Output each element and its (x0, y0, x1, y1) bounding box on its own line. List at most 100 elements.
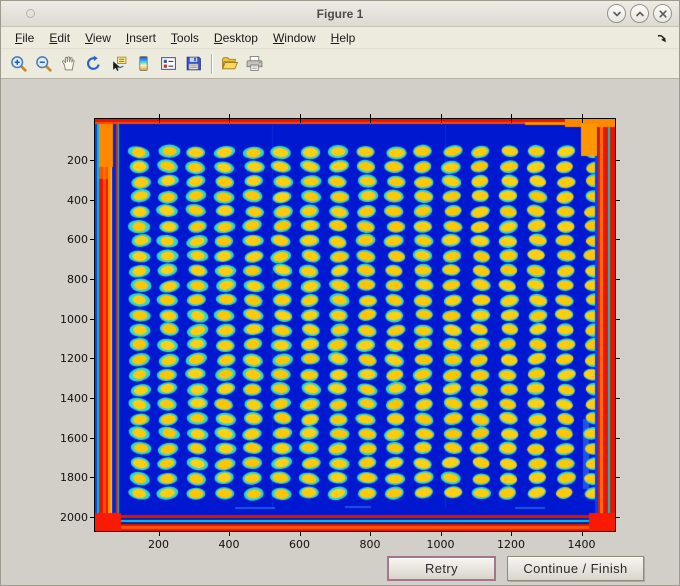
save-icon (185, 55, 202, 72)
plot-image (95, 119, 615, 531)
y-axis-tick-right (616, 239, 620, 241)
menubar: File Edit View Insert Tools Desktop Window Help (1, 27, 679, 49)
chevron-up-icon (634, 8, 646, 20)
save-button[interactable] (182, 52, 205, 75)
y-axis-tick-label: 800 (67, 273, 88, 286)
x-axis-tick (511, 532, 512, 536)
x-axis-tick (299, 532, 301, 536)
y-axis-tick-right (616, 437, 620, 439)
y-axis-tick (90, 398, 94, 400)
y-axis-tick-right (616, 160, 620, 161)
rotate-3d-button[interactable] (82, 52, 105, 75)
data-cursor-icon (110, 55, 127, 72)
retry-button[interactable]: Retry (387, 556, 496, 581)
y-axis-tick (90, 437, 94, 439)
menu-item-edit[interactable]: Edit (49, 30, 71, 45)
x-axis-tick (370, 532, 371, 536)
x-axis-tick-label: 600 (289, 538, 310, 551)
menu-item-tools[interactable]: Tools (170, 30, 199, 45)
y-axis-tick-label: 200 (67, 154, 88, 167)
y-axis-tick (90, 199, 94, 201)
toolbar-separator (211, 53, 212, 74)
y-axis-tick (90, 318, 94, 320)
window-controls (607, 4, 672, 23)
x-axis-tick-label: 1200 (497, 538, 525, 551)
x-axis-tick-top (158, 114, 160, 123)
y-axis-tick-right (616, 199, 620, 201)
print-icon (246, 55, 263, 72)
window-menu-button[interactable] (26, 9, 35, 18)
close-button[interactable] (653, 4, 672, 23)
menu-item-file[interactable]: File (15, 30, 35, 45)
y-axis-tick (90, 279, 94, 280)
menu-item-help[interactable]: Help (330, 30, 356, 45)
y-axis-tick-right (616, 517, 620, 519)
zoom-out-icon (35, 55, 52, 72)
zoom-out-button[interactable] (32, 52, 55, 75)
x-axis-tick-top (299, 114, 301, 123)
y-axis-tick-label: 1600 (60, 431, 88, 445)
menu-item-insert[interactable]: Insert (125, 30, 156, 45)
x-axis-tick-label: 200 (148, 538, 169, 551)
pan-button[interactable] (57, 52, 80, 75)
x-axis-tick-top (511, 114, 512, 123)
open-icon (221, 55, 238, 72)
figure-canvas-area: Retry Continue / Finish 200 400 600 800 1000… (2, 81, 678, 584)
x-axis-tick-label: 1000 (426, 538, 455, 551)
x-axis-tick-top (581, 114, 583, 123)
y-axis-tick-right (616, 318, 620, 320)
dock-figure-icon (655, 31, 669, 45)
figure-toolbar (1, 49, 679, 79)
maximize-button[interactable] (630, 4, 649, 23)
y-axis-tick (90, 358, 94, 360)
pan-icon (60, 55, 77, 72)
y-axis-tick-label: 2000 (60, 511, 88, 525)
x-axis-tick-label: 1400 (567, 538, 596, 551)
x-axis-tick (158, 532, 160, 536)
y-axis-tick-label: 1000 (60, 312, 88, 326)
y-axis-tick-right (616, 398, 620, 400)
x-axis-tick-label: 800 (359, 538, 381, 551)
print-button[interactable] (243, 52, 266, 75)
y-axis-tick (90, 477, 94, 479)
titlebar[interactable]: Figure 1 (1, 1, 679, 27)
y-axis-tick (90, 239, 94, 241)
x-axis-tick (581, 532, 583, 536)
y-axis-tick-label: 600 (67, 233, 88, 247)
close-icon (657, 8, 669, 20)
minimize-button[interactable] (607, 4, 626, 23)
x-axis-tick-top (229, 114, 230, 123)
legend-button[interactable] (157, 52, 180, 75)
colorbar-button[interactable] (132, 52, 155, 75)
menu-item-window[interactable]: Window (272, 30, 316, 45)
axes (94, 118, 616, 532)
menu-item-desktop[interactable]: Desktop (213, 30, 258, 45)
menu-item-view[interactable]: View (85, 30, 111, 45)
y-axis-tick-right (616, 279, 620, 280)
y-axis-tick (90, 160, 94, 161)
colorbar-icon (135, 55, 152, 72)
x-axis-tick-top (370, 114, 371, 123)
open-button[interactable] (218, 52, 241, 75)
x-axis-tick (440, 532, 442, 536)
y-axis-tick-label: 1800 (60, 471, 88, 485)
x-axis-tick (229, 532, 230, 536)
y-axis-tick-label: 1400 (60, 392, 88, 406)
y-axis-tick-label: 1200 (60, 352, 88, 366)
x-axis-tick-top (440, 114, 442, 123)
y-axis-tick (90, 517, 94, 519)
x-axis-tick-label: 400 (218, 538, 240, 551)
dock-figure-button[interactable] (655, 30, 671, 46)
continue-finish-button[interactable]: Continue / Finish (507, 556, 644, 581)
zoom-in-button[interactable] (7, 52, 30, 75)
window-title: Figure 1 (316, 7, 364, 21)
y-axis-tick-label: 400 (67, 193, 88, 207)
y-axis-tick-right (616, 358, 620, 360)
data-cursor-button[interactable] (107, 52, 130, 75)
legend-icon (160, 55, 177, 72)
chevron-down-icon (611, 8, 623, 20)
rotate-3d-icon (85, 55, 102, 72)
zoom-in-icon (10, 55, 27, 72)
y-axis-tick-right (616, 477, 620, 479)
